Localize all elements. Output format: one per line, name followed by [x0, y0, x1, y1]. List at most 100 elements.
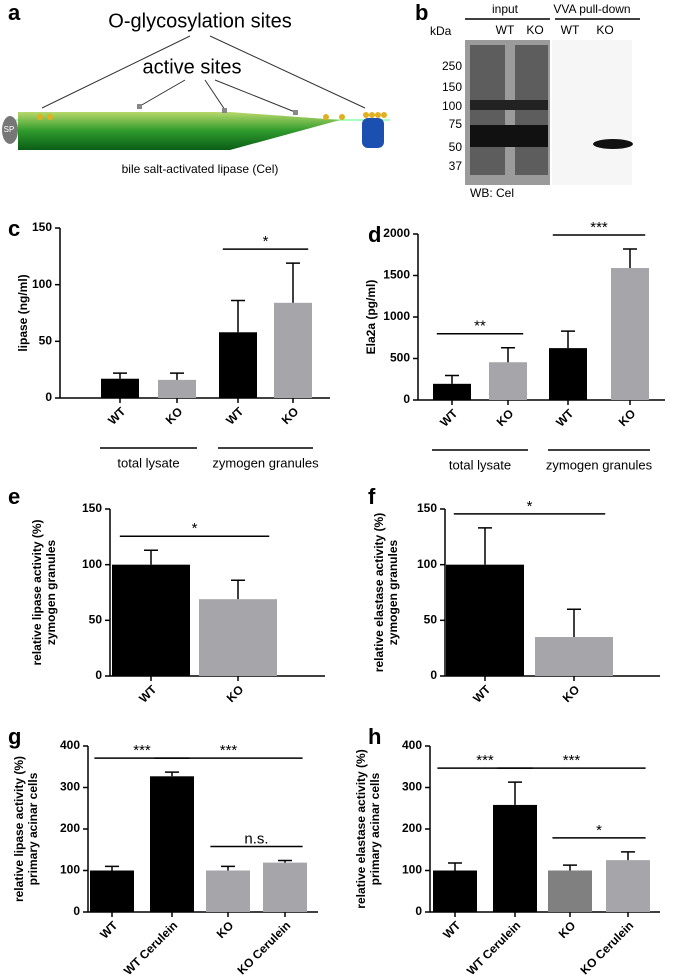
bar [535, 637, 613, 676]
lane-label: WT [561, 23, 580, 37]
lane-label: KO [596, 23, 613, 37]
lane-label: WT [496, 23, 515, 37]
x-tick-label: WT [136, 682, 160, 706]
x-tick-label: KO [279, 404, 302, 427]
domain-box [362, 118, 384, 148]
y-tick-label: 1000 [383, 309, 410, 323]
signal-label: SP [4, 125, 15, 134]
marker-label: 37 [449, 159, 463, 173]
bar [274, 302, 312, 398]
y-axis-label: relative lipase activity (%) [30, 519, 44, 665]
marker-label: 150 [442, 80, 462, 94]
significance-label: *** [133, 742, 151, 759]
y-tick-label: 50 [39, 334, 53, 348]
panel-letter: e [8, 484, 20, 509]
x-tick-label: KO [560, 682, 583, 705]
bar [493, 804, 537, 912]
active-label: active sites [143, 56, 242, 78]
significance-label: *** [563, 752, 581, 769]
y-tick-label: 2000 [383, 226, 410, 240]
active-markers [137, 104, 298, 115]
y-tick-label: 500 [390, 351, 410, 365]
error-bar [448, 862, 462, 871]
group-label: zymogen granules [546, 457, 653, 472]
bar-chart: d Ela2a (pg/ml) 0 500 1000 1500 2000 WT KO WT KO to… [364, 219, 665, 472]
glyco-label: O-glycosylation sites [108, 10, 291, 32]
x-tick-label: KO [214, 918, 237, 941]
band [470, 125, 548, 147]
y-tick-label: 100 [417, 557, 437, 571]
error-bar [144, 549, 158, 565]
y-tick-label: 100 [82, 557, 102, 571]
significance-label: * [527, 498, 533, 515]
y-tick-label: 0 [430, 668, 437, 682]
bar-chart: c lipase (ng/ml) 0 50 100 150 WT KO WT KO total ly… [8, 216, 330, 470]
error-bar [445, 374, 459, 384]
error-bar [623, 248, 637, 269]
x-tick-label: WT [223, 404, 247, 428]
significance-label: *** [476, 752, 494, 769]
significance-label: *** [590, 219, 608, 236]
protein-label: bile salt-activated lipase (Cel) [122, 162, 279, 176]
bar-chart: e relative lipase activity (%) zymogen gra… [8, 484, 325, 706]
y-tick-label: 0 [95, 668, 102, 682]
y-tick-label: 400 [60, 738, 80, 752]
y-axis-label: lipase (ng/ml) [16, 274, 30, 351]
x-tick-label: WT [97, 918, 121, 942]
error-bar [221, 865, 235, 871]
y-tick-label: 50 [89, 613, 103, 627]
bar [549, 348, 587, 400]
x-tick-label: WT Cerulein [121, 918, 180, 977]
y-axis-label: Ela2a (pg/ml) [364, 280, 378, 355]
significance-label: *** [220, 742, 238, 759]
bar [199, 599, 277, 676]
panel-letter: g [8, 724, 21, 749]
x-tick-label: WT [440, 918, 464, 942]
significance-label: n.s. [244, 831, 268, 848]
x-tick-label: KO [163, 404, 186, 427]
panel-letter: c [8, 216, 20, 241]
y-tick-label: 100 [32, 277, 52, 291]
lane-label: KO [526, 23, 543, 37]
error-bar [286, 262, 300, 303]
bar [158, 379, 196, 398]
error-bar [231, 579, 245, 600]
bar [101, 378, 139, 398]
band [470, 100, 548, 110]
blot: b kDa input VVA pull-down WT KO WT KO 25… [415, 0, 640, 200]
y-tick-label: 100 [402, 863, 422, 877]
y-tick-label: 0 [403, 392, 410, 406]
group-label: input [492, 2, 519, 16]
x-tick-label: WT [437, 406, 461, 430]
group-label: VVA pull-down [553, 2, 630, 16]
y-tick-label: 200 [402, 821, 422, 835]
marker-label: 100 [442, 99, 462, 113]
bar [548, 870, 592, 912]
y-tick-label: 150 [32, 220, 52, 234]
significance-label: ** [474, 318, 486, 335]
significance-label: * [192, 520, 198, 537]
y-axis-label: zymogen granules [386, 539, 400, 645]
glyco-markers [37, 112, 387, 120]
y-tick-label: 400 [402, 738, 422, 752]
error-bar [105, 865, 119, 871]
error-bar [567, 608, 581, 638]
marker-label: 250 [442, 59, 462, 73]
y-tick-label: 0 [415, 904, 422, 918]
x-tick-label: KO [556, 918, 579, 941]
group-label: total lysate [449, 457, 511, 472]
panel-letter: a [8, 0, 21, 25]
error-bar [561, 330, 575, 349]
diagram: a O-glycosylation sites active sites SP … [2, 0, 390, 176]
y-axis-label: primary acinar cells [26, 772, 40, 885]
y-tick-label: 0 [45, 390, 52, 404]
unit-label: kDa [430, 24, 452, 38]
x-tick-label: WT [470, 682, 494, 706]
y-axis-label: relative elastase activity (%) [372, 513, 386, 672]
error-bar [563, 864, 577, 871]
x-tick-label: KO [494, 406, 517, 429]
panel-letter: h [368, 724, 381, 749]
panel-letter: f [368, 484, 376, 509]
